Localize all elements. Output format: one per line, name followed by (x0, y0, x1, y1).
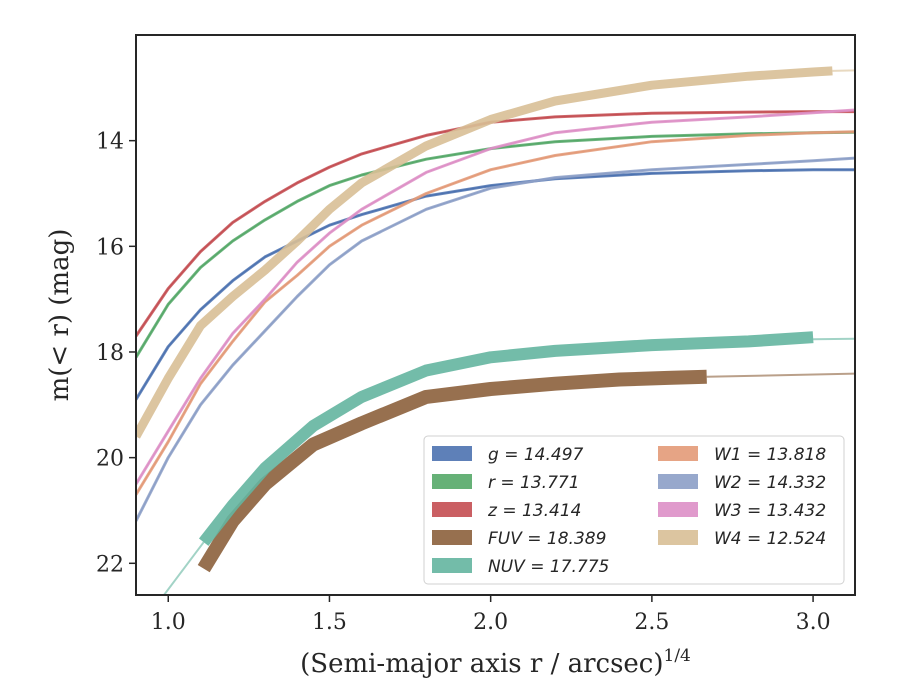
legend-label-w3: W3 = 13.432 (714, 501, 826, 521)
series-line-fuv-outer (706, 372, 855, 378)
series-group (136, 66, 855, 595)
series-core-w3 (136, 109, 855, 485)
x-tick-label: 1.5 (312, 610, 347, 635)
legend-swatch-w2 (658, 474, 698, 489)
legend-label-w4: W4 = 12.524 (714, 529, 826, 549)
y-axis-label: m(< r) (mag) (45, 229, 75, 402)
legend-swatch-w4 (658, 530, 698, 545)
series-line-fuv (197, 369, 707, 573)
legend-label-z: z = 13.414 (487, 501, 581, 521)
legend-label-w1: W1 = 13.818 (714, 445, 826, 465)
legend-swatch-r (432, 474, 472, 489)
x-axis-label: (Semi-major axis r / arcsec)1/4 (300, 646, 691, 679)
series-line-w3 (136, 108, 855, 485)
y-tick-label: 16 (96, 235, 124, 260)
legend-label-g: g = 14.497 (488, 445, 584, 465)
x-tick-label: 2.0 (473, 610, 508, 635)
y-tick-label: 14 (96, 130, 124, 155)
x-tick-label: 2.5 (634, 610, 669, 635)
legend-label-w2: W2 = 14.332 (714, 473, 826, 493)
series-line-nuv-outer (813, 337, 855, 341)
legend-swatch-fuv (432, 530, 472, 545)
legend-swatch-g (432, 446, 472, 461)
legend-box (423, 435, 845, 585)
legend: g = 14.497 r = 13.771 z = 13.414 FUV = 18.3… (423, 435, 845, 585)
legend-label-nuv: NUV = 17.775 (488, 557, 609, 577)
legend-swatch-w3 (658, 502, 698, 517)
series-line-z (136, 110, 855, 337)
series-core-w2 (136, 157, 855, 522)
legend-label-fuv: FUV = 18.389 (488, 529, 606, 549)
series-core-r (136, 131, 855, 358)
series-core-z (136, 111, 855, 337)
legend-swatch-nuv (432, 558, 472, 573)
legend-swatch-z (432, 502, 472, 517)
legend-swatch-w1 (658, 446, 698, 461)
series-line-nuv (198, 331, 814, 546)
legend-label-r: r = 13.771 (488, 473, 580, 493)
series-line-w4 (136, 66, 833, 439)
plot-frame (135, 34, 856, 596)
series-core-w1 (136, 131, 855, 495)
x-tick-label: 1.0 (151, 610, 186, 635)
series-line-w4-outer (832, 69, 855, 72)
x-axis-label-sup: 1/4 (664, 646, 691, 666)
y-tick-label: 22 (96, 552, 124, 577)
series-line-nuv-inner (162, 541, 205, 595)
x-tick-label: 3.0 (796, 610, 831, 635)
y-tick-label: 20 (96, 447, 124, 472)
series-core-g (136, 169, 855, 400)
y-tick-label: 18 (96, 341, 124, 366)
